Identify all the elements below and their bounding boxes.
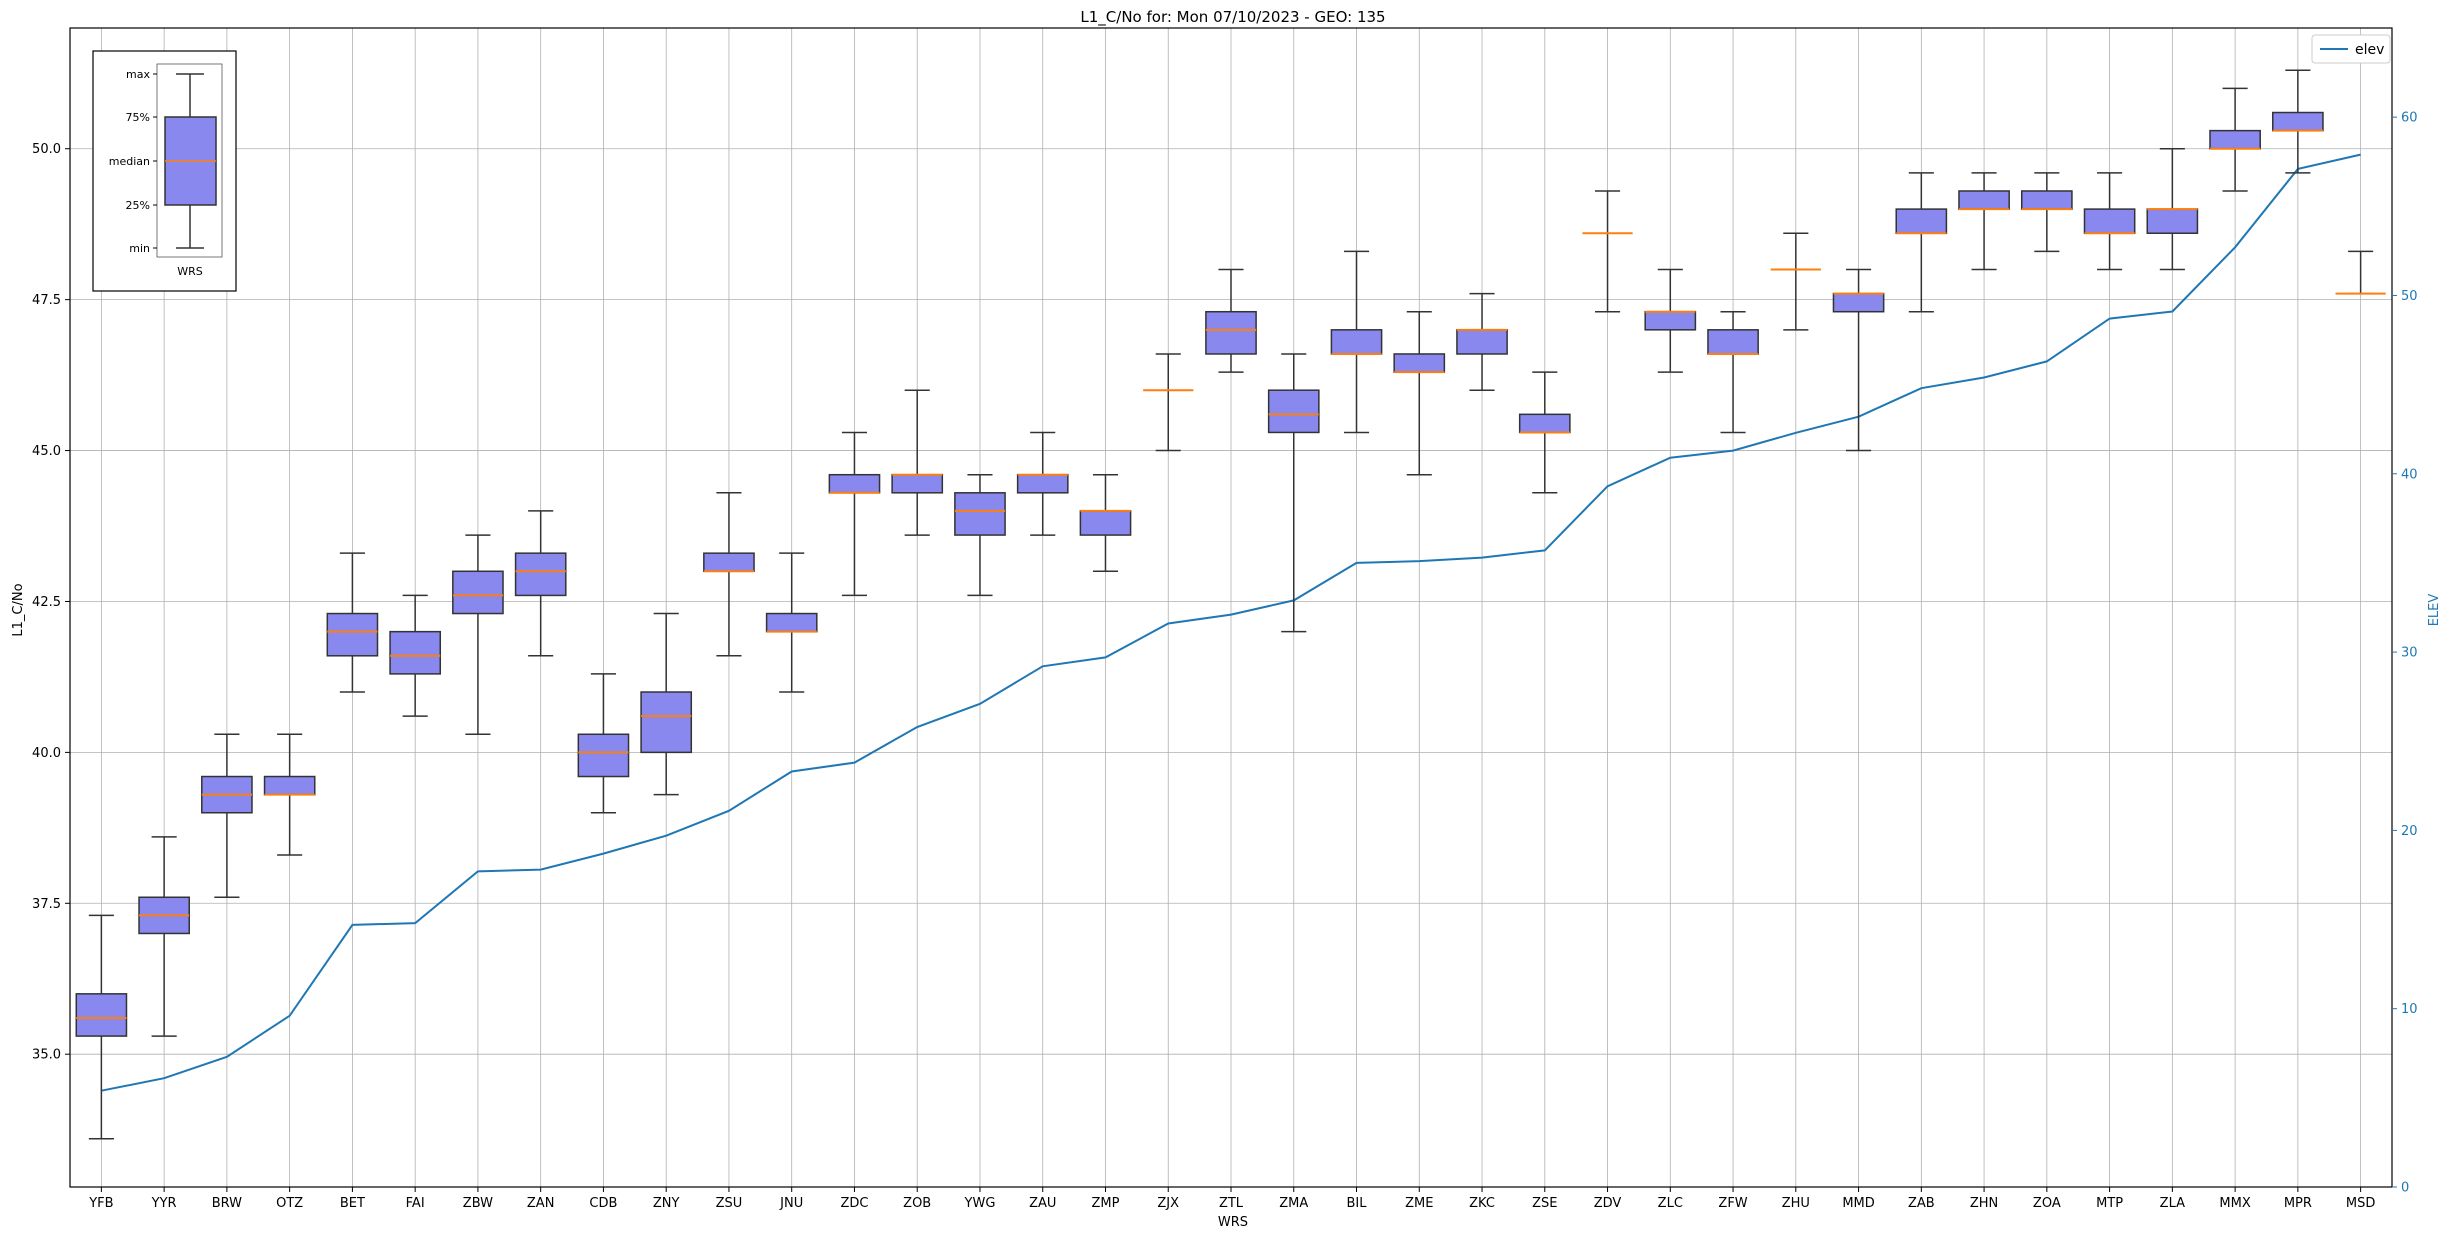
y-tick-label: 45.0 — [32, 444, 61, 459]
y2-tick-label: 60 — [2401, 111, 2418, 126]
box-iqr — [453, 571, 503, 613]
box-iqr — [829, 475, 879, 493]
box-iqr — [2022, 191, 2072, 209]
y-tick-label: 50.0 — [32, 142, 61, 157]
chart-title: L1_C/No for: Mon 07/10/2023 - GEO: 135 — [1080, 8, 1385, 27]
x-tick-label: ZNY — [653, 1196, 680, 1211]
box-iqr — [2147, 209, 2197, 233]
box-iqr — [1645, 312, 1695, 330]
legend-elev-label: elev — [2355, 42, 2384, 58]
x-tick-label: MMD — [1842, 1196, 1874, 1211]
box-iqr — [1520, 414, 1570, 432]
x-tick-label: ZFW — [1718, 1196, 1747, 1211]
box-iqr — [390, 632, 440, 674]
x-tick-label: MMX — [2219, 1196, 2250, 1211]
x-tick-label: ZAU — [1029, 1196, 1056, 1211]
box-explainer-inset: max 75% median 25% min WRS — [93, 51, 236, 291]
x-tick-label: YFB — [88, 1196, 113, 1211]
x-tick-label: MTP — [2096, 1196, 2123, 1211]
box-iqr — [1269, 390, 1319, 432]
y2-tick-label: 10 — [2401, 1002, 2418, 1017]
x-tick-label: ZAN — [527, 1196, 555, 1211]
y2-tick-label: 50 — [2401, 289, 2418, 304]
inset-label-min: min — [129, 242, 150, 255]
y2-tick-label: 40 — [2401, 467, 2418, 482]
y-axis-label: L1_C/No — [11, 583, 26, 636]
y-tick-label: 37.5 — [32, 897, 61, 912]
box-iqr — [2273, 113, 2323, 131]
box-iqr — [1018, 475, 1068, 493]
box-iqr — [2210, 131, 2260, 149]
x-tick-label: ZSU — [716, 1196, 743, 1211]
box-iqr — [1708, 330, 1758, 354]
x-tick-label: ZTL — [1219, 1196, 1244, 1211]
box-iqr — [76, 994, 126, 1036]
x-tick-label: FAI — [406, 1196, 425, 1211]
x-tick-label: MSD — [2346, 1196, 2375, 1211]
x-tick-label: CDB — [589, 1196, 617, 1211]
box-iqr — [955, 493, 1005, 535]
x-tick-label: ZMP — [1092, 1196, 1120, 1211]
x-tick-label: YYR — [151, 1196, 177, 1211]
x-tick-label: ZME — [1405, 1196, 1433, 1211]
x-tick-label: BRW — [212, 1196, 242, 1211]
box-iqr — [1331, 330, 1381, 354]
x-axis-label: WRS — [1218, 1215, 1248, 1230]
box-iqr — [2084, 209, 2134, 233]
x-tick-label: ZSE — [1532, 1196, 1557, 1211]
x-tick-label: ZHU — [1782, 1196, 1810, 1211]
y2-tick-label: 30 — [2401, 646, 2418, 661]
y-tick-label: 40.0 — [32, 746, 61, 761]
box-iqr — [265, 777, 315, 795]
box-iqr — [767, 614, 817, 632]
inset-label-25: 25% — [126, 199, 150, 212]
box-iqr — [516, 553, 566, 595]
inset-label-75: 75% — [126, 111, 150, 124]
x-tick-label: ZDC — [840, 1196, 868, 1211]
inset-label-median: median — [109, 155, 150, 168]
x-tick-label: ZBW — [463, 1196, 493, 1211]
x-tick-label: ZKC — [1469, 1196, 1495, 1211]
x-tick-label: ZMA — [1279, 1196, 1308, 1211]
box-iqr — [704, 553, 754, 571]
x-tick-label: ZOB — [903, 1196, 931, 1211]
x-tick-label: OTZ — [276, 1196, 303, 1211]
box-iqr — [1959, 191, 2009, 209]
x-tick-label: ZLA — [2160, 1196, 2185, 1211]
x-tick-label: BIL — [1347, 1196, 1368, 1211]
x-tick-label: ZJX — [1157, 1196, 1179, 1211]
inset-label-max: max — [126, 68, 150, 81]
x-tick-label: YWG — [964, 1196, 996, 1211]
x-tick-label: JNU — [779, 1196, 803, 1211]
box-iqr — [1394, 354, 1444, 372]
x-tick-label: ZOA — [2033, 1196, 2061, 1211]
box-iqr — [578, 734, 628, 776]
x-tick-label: ZDV — [1594, 1196, 1622, 1211]
x-tick-label: BET — [340, 1196, 365, 1211]
box-iqr — [327, 614, 377, 656]
x-tick-label: ZLC — [1658, 1196, 1683, 1211]
inset-category-label: WRS — [177, 265, 203, 278]
y-tick-label: 47.5 — [32, 293, 61, 308]
box-iqr — [892, 475, 942, 493]
x-tick-label: ZAB — [1908, 1196, 1935, 1211]
box-iqr — [1206, 312, 1256, 354]
y2-tick-label: 20 — [2401, 824, 2418, 839]
box-iqr — [1080, 511, 1130, 535]
x-tick-label: MPR — [2284, 1196, 2312, 1211]
box-iqr — [1896, 209, 1946, 233]
x-tick-label: ZHN — [1970, 1196, 1998, 1211]
y2-tick-label: 0 — [2401, 1181, 2409, 1196]
box-iqr — [1457, 330, 1507, 354]
legend: elev — [2312, 35, 2390, 63]
box-iqr — [641, 692, 691, 752]
y-tick-label: 35.0 — [32, 1048, 61, 1063]
y2-axis-label: ELEV — [2427, 594, 2442, 627]
box-iqr — [1833, 294, 1883, 312]
y-tick-label: 42.5 — [32, 595, 61, 610]
